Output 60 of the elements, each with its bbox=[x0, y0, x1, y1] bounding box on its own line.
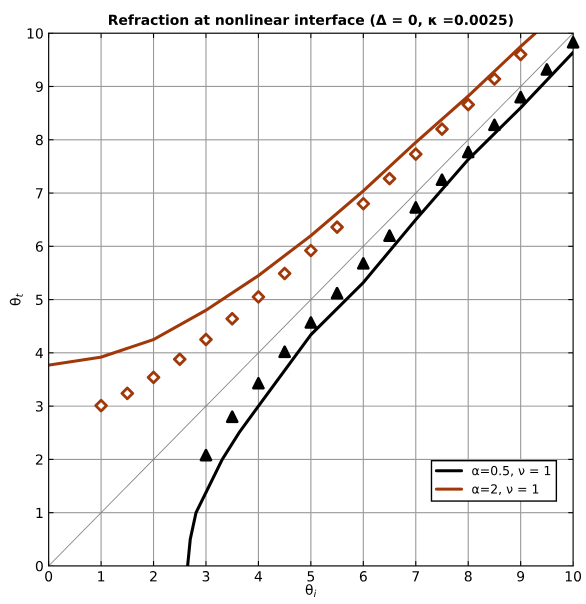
x-tick-label: 0 bbox=[45, 571, 52, 582]
point bbox=[409, 201, 422, 214]
point bbox=[226, 410, 239, 424]
line-series bbox=[48, 33, 537, 367]
x-tick-label: 5 bbox=[308, 571, 314, 582]
x-tick-label: 10 bbox=[566, 571, 582, 582]
legend-label: α=2, ν = 1 bbox=[472, 484, 538, 495]
y-tick-label: 2 bbox=[36, 454, 42, 465]
point bbox=[356, 196, 370, 210]
point bbox=[225, 312, 239, 326]
point bbox=[252, 290, 266, 304]
point bbox=[408, 147, 423, 161]
point bbox=[514, 90, 527, 104]
y-tick-label: 9 bbox=[36, 81, 43, 92]
point bbox=[330, 286, 344, 300]
point bbox=[435, 122, 449, 136]
chart-title: Refraction at nonlinear interface (Δ = 0, κ =0.0025) bbox=[109, 14, 513, 27]
point bbox=[304, 316, 318, 329]
point bbox=[488, 72, 502, 86]
y-tick-label: 7 bbox=[36, 188, 43, 198]
point bbox=[436, 173, 448, 186]
point bbox=[199, 332, 213, 346]
point bbox=[540, 63, 554, 76]
x-tick-label: 2 bbox=[150, 571, 157, 582]
point bbox=[383, 229, 396, 242]
x-tick-label: 7 bbox=[412, 571, 419, 582]
point bbox=[146, 370, 160, 384]
point bbox=[304, 244, 318, 258]
point bbox=[330, 220, 344, 234]
y-axis-title: θ$_{t}$ bbox=[10, 293, 23, 306]
y-tick-label: 5 bbox=[36, 294, 43, 306]
point bbox=[252, 376, 265, 390]
point bbox=[514, 48, 528, 62]
x-tick-label: 4 bbox=[254, 571, 262, 582]
point bbox=[462, 146, 475, 158]
x-tick-label: 3 bbox=[202, 571, 210, 582]
y-tick-label: 6 bbox=[36, 241, 43, 252]
point bbox=[200, 448, 212, 462]
point bbox=[382, 172, 396, 186]
point bbox=[357, 257, 370, 270]
point bbox=[566, 36, 580, 49]
x-axis-title: θ$_{i}$ bbox=[306, 584, 316, 598]
y-tick-label: 3 bbox=[36, 401, 43, 412]
y-tick-label: 10 bbox=[28, 28, 43, 39]
y-tick-label: 0 bbox=[36, 560, 43, 572]
x-tick-label: 9 bbox=[517, 571, 524, 582]
x-tick-label: 8 bbox=[464, 571, 472, 582]
point bbox=[488, 118, 501, 132]
legend-label: α=0.5, ν = 1 bbox=[472, 466, 550, 477]
x-tick-label: 1 bbox=[98, 571, 104, 582]
point bbox=[120, 386, 134, 400]
x-tick-label: 6 bbox=[360, 571, 367, 582]
y-tick-label: 8 bbox=[36, 134, 43, 146]
point bbox=[461, 98, 475, 112]
point bbox=[278, 345, 291, 358]
point bbox=[172, 352, 187, 366]
y-tick-label: 4 bbox=[36, 348, 43, 358]
point bbox=[94, 398, 108, 412]
point bbox=[278, 266, 292, 280]
y-tick-label: 1 bbox=[36, 508, 42, 518]
